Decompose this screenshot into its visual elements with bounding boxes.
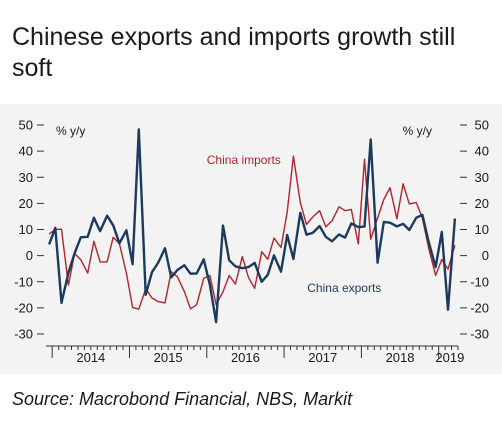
y-tick-label-right: 10	[475, 222, 489, 237]
y-tick-label-right: 20	[475, 196, 489, 211]
y-tick-label-right: 40	[475, 144, 489, 159]
x-tick-label: 2014	[76, 350, 105, 365]
y-tick-label-right: 50	[475, 118, 489, 133]
series-label-china-imports: China imports	[207, 153, 281, 167]
y-axis-left: -30 -20 -10 0 10 20 30 40 50 % y/y	[14, 118, 85, 342]
x-tick-label: 2017	[308, 350, 337, 365]
x-tick-label: 2016	[231, 350, 260, 365]
y-tick-label-left: 40	[19, 144, 33, 159]
y-tick-label-left: 10	[19, 222, 33, 237]
labels-layer: China imports China exports	[207, 153, 382, 295]
x-tick-label: 2019	[435, 350, 464, 365]
x-tick-label: 2018	[386, 350, 415, 365]
x-axis: 2014 2015 2016 2017 2018 2019	[46, 345, 464, 365]
plot-panel	[0, 104, 502, 374]
y-tick-label-left: -10	[14, 274, 33, 289]
y-axis-unit-right: % y/y	[403, 124, 432, 138]
y-tick-label-left: 0	[26, 248, 33, 263]
series-layer	[47, 128, 457, 324]
y-axis-right: -30 -20 -10 0 10 20 30 40 50 % y/y	[403, 118, 489, 342]
x-tick-label: 2015	[154, 350, 183, 365]
y-axis-unit-left: % y/y	[56, 124, 85, 138]
series-line-china-imports	[48, 155, 456, 310]
series-label-china-exports: China exports	[307, 281, 381, 295]
y-tick-label-right: -10	[470, 274, 489, 289]
y-tick-label-right: -30	[470, 327, 489, 342]
y-tick-label-right: 30	[475, 170, 489, 185]
chart-title: Chinese exports and imports growth still…	[12, 23, 456, 82]
series-line-china-exports	[47, 128, 457, 324]
y-tick-label-right: 0	[482, 248, 489, 263]
y-tick-label-left: 20	[19, 196, 33, 211]
y-tick-label-left: -30	[14, 327, 33, 342]
y-tick-label-left: 50	[19, 118, 33, 133]
chart-svg: -30 -20 -10 0 10 20 30 40 50 % y/y -30 -20 -10 0 10 20…	[14, 118, 489, 366]
y-tick-label-left: 30	[19, 170, 33, 185]
y-tick-label-right: -20	[470, 300, 489, 315]
y-tick-label-left: -20	[14, 300, 33, 315]
source-note: Source: Macrobond Financial, NBS, Markit	[12, 389, 353, 409]
